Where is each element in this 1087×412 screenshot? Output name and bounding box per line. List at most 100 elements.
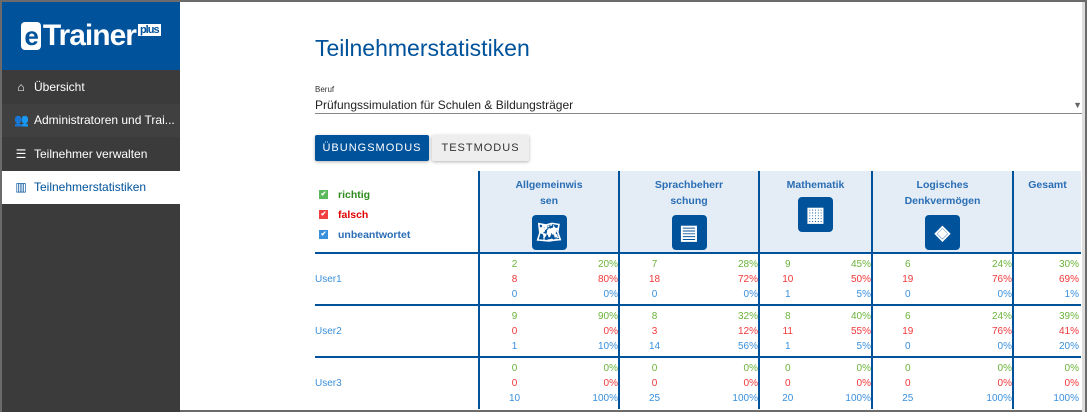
stat-cell: 7 28% 18 72% 0 0% (618, 252, 759, 305)
count: 0 (511, 378, 518, 389)
percent: 28% (737, 258, 758, 270)
percent: 72% (737, 273, 758, 285)
count: 2 (511, 258, 518, 270)
table-row: User3 0 0% 0 0% 10 100% 0 0% 0 0% 25 100% 0 0% 0 0% 20 100… (315, 356, 1081, 409)
percent: 0% (603, 378, 618, 389)
percent: 55% (850, 325, 871, 337)
count: 0 (904, 363, 911, 374)
count: 7 (651, 258, 658, 270)
legend-label: richtig (338, 188, 371, 201)
column-label: Sprachbeherrschung (654, 179, 724, 207)
statistics-table: ✔ richtig ✔ falsch ✔ unbeantwortet Allgemei… (315, 171, 1081, 409)
total-percent: 0% (1064, 378, 1079, 389)
percent: 100% (986, 393, 1012, 404)
total-percent: 20% (1058, 340, 1079, 352)
page-title: Teilnehmerstatistiken (315, 35, 530, 61)
testmodus-button[interactable]: TESTMODUS (432, 135, 529, 161)
total-percent: 39% (1058, 310, 1079, 322)
percent: 100% (592, 393, 618, 404)
home-icon: ⌂ (17, 79, 25, 94)
percent: 5% (856, 288, 871, 300)
percent: 90% (597, 310, 618, 322)
sidebar-item-label: Übersicht (34, 79, 85, 94)
total-cell: 30% 69% 1% (1012, 252, 1081, 305)
percent: 100% (732, 393, 758, 404)
count: 0 (784, 363, 791, 374)
percent: 0% (603, 325, 618, 337)
total-percent: 1% (1064, 288, 1079, 300)
count: 1 (784, 340, 791, 352)
etrainer-plus-logo[interactable]: e Trainer plus (2, 2, 180, 70)
stat-cell: 0 0% 0 0% 10 100% (478, 356, 619, 409)
count: 3 (651, 325, 658, 337)
percent: 0% (997, 288, 1012, 300)
percent: 24% (991, 310, 1012, 322)
percent: 24% (991, 258, 1012, 270)
sidebar-item-teilnehmerstatistiken[interactable]: ▥ Teilnehmerstatistiken (2, 170, 180, 204)
count: 0 (651, 363, 658, 374)
percent: 50% (850, 273, 871, 285)
sidebar-item-teilnehmer-verwalten[interactable]: ☰ Teilnehmer verwalten (2, 137, 180, 171)
users-icon: 👥 (14, 113, 29, 128)
count: 25 (648, 393, 661, 404)
percent: 0% (743, 363, 758, 374)
column-label: Allgemeinwissen (515, 179, 583, 207)
total-cell: 39% 41% 20% (1012, 304, 1081, 357)
percent: 12% (737, 325, 758, 337)
sidebar-item-label: Teilnehmer verwalten (34, 146, 148, 161)
column-mathematik: Mathematik ▦ (758, 171, 872, 253)
percent: 0% (743, 288, 758, 300)
user-link[interactable]: User1 (315, 252, 479, 305)
percent: 10% (597, 340, 618, 352)
stat-cell: 0 0% 0 0% 20 100% (758, 356, 872, 409)
chart-icon: ▥ (15, 180, 27, 195)
percent: 76% (991, 325, 1012, 337)
total-percent: 30% (1058, 258, 1079, 270)
count: 10 (782, 273, 794, 285)
stat-cell: 0 0% 0 0% 25 100% (871, 356, 1013, 409)
column-logisches-denkvermoegen: Logisches Denkvermögen ◈ (871, 171, 1013, 253)
table-row: User2 9 90% 0 0% 1 10% 8 32% 3 12% 14 56% 8 40% 11 55% 1 5… (315, 304, 1081, 357)
sidebar-item-label: Administratoren und Trai... (34, 113, 175, 128)
stat-cell: 8 40% 11 55% 1 5% (758, 304, 872, 357)
user-link[interactable]: User2 (315, 304, 479, 357)
percent: 0% (743, 378, 758, 389)
count: 19 (902, 273, 914, 285)
stat-cell: 8 32% 3 12% 14 56% (618, 304, 759, 357)
beruf-value: Prüfungssimulation für Schulen & Bildung… (315, 98, 574, 112)
sidebar-item-administratoren[interactable]: 👥 Administratoren und Trai... (2, 103, 180, 137)
legend-richtig: ✔ richtig (319, 185, 478, 205)
total-percent: 0% (1064, 363, 1079, 374)
count: 0 (904, 288, 911, 300)
count: 10 (508, 393, 521, 404)
table-header: ✔ richtig ✔ falsch ✔ unbeantwortet Allgemei… (315, 171, 1081, 253)
column-sprachbeherrschung: Sprachbeherrschung ▤ (618, 171, 759, 253)
dropdown-arrow-icon: ▼ (1073, 100, 1082, 110)
count: 9 (784, 258, 791, 270)
percent: 56% (737, 340, 758, 352)
sidebar-item-uebersicht[interactable]: ⌂ Übersicht (2, 70, 180, 104)
count: 18 (648, 273, 661, 285)
user-link[interactable]: User3 (315, 356, 479, 409)
column-label: Logisches Denkvermögen (904, 179, 981, 207)
count: 20 (782, 393, 794, 404)
scrollbar[interactable] (1082, 2, 1085, 412)
percent: 80% (597, 273, 618, 285)
logo-plus: plus (137, 24, 161, 36)
count: 0 (784, 378, 791, 389)
beruf-select[interactable]: Prüfungssimulation für Schulen & Bildung… (315, 96, 1082, 114)
percent: 45% (850, 258, 871, 270)
count: 8 (784, 310, 791, 322)
uebungsmodus-button[interactable]: ÜBUNGSMODUS (315, 135, 429, 161)
logo-text: Trainer (42, 19, 137, 52)
flowchart-icon: ◈ (925, 215, 960, 250)
percent: 40% (850, 310, 871, 322)
percent: 0% (997, 363, 1012, 374)
checkbox-icon: ✔ (319, 190, 328, 199)
count: 6 (904, 310, 911, 322)
stat-cell: 6 24% 19 76% 0 0% (871, 304, 1013, 357)
calculator-icon: ▦ (798, 197, 833, 232)
total-percent: 41% (1058, 325, 1079, 337)
count: 19 (902, 325, 914, 337)
count: 0 (904, 378, 911, 389)
